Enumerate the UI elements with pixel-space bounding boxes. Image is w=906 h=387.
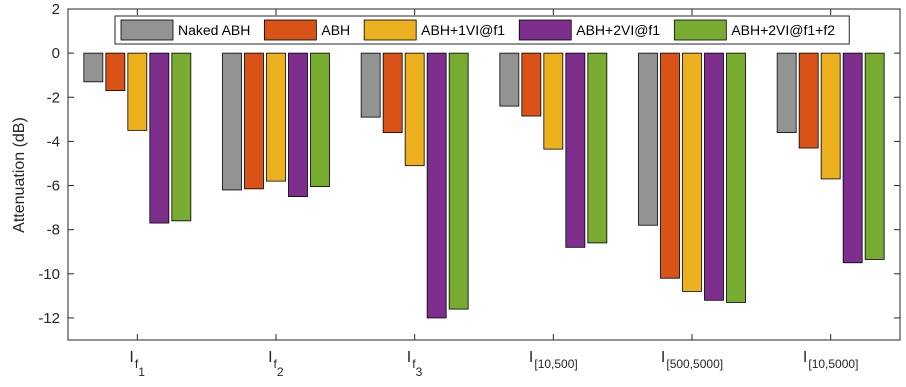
x-tick-label-1: If1 xyxy=(129,349,145,379)
legend: Naked ABH ABH ABH+1VI@f1 ABH+2VI@f1 ABH+2VI@… xyxy=(114,15,850,45)
legend-swatch-3 xyxy=(363,19,417,41)
bar-4-4 xyxy=(565,52,586,248)
y-tick-label-4: -6 xyxy=(47,178,60,195)
bar-4-6 xyxy=(842,52,863,264)
bar-1-3 xyxy=(360,52,381,118)
bar-5-2 xyxy=(310,52,330,188)
legend-swatch-1 xyxy=(120,19,174,41)
legend-label-1: Naked ABH xyxy=(178,22,250,38)
bar-3-6 xyxy=(820,52,841,180)
bar-1-1 xyxy=(83,52,104,83)
bars-layer xyxy=(83,52,885,319)
bar-4-5 xyxy=(704,52,724,301)
svg-text:If3: If3 xyxy=(407,349,423,379)
x-tick-label-main: I xyxy=(803,349,807,366)
y-tick-label-3: -4 xyxy=(47,133,60,150)
legend-swatch-2 xyxy=(263,19,317,41)
svg-text:If2: If2 xyxy=(268,349,284,379)
bar-5-3 xyxy=(448,52,469,310)
bar-5-5 xyxy=(726,52,746,303)
legend-label-4: ABH+2VI@f1 xyxy=(576,22,660,38)
x-tick-label-sub: f xyxy=(412,357,416,371)
x-tick-label-2: If2 xyxy=(268,349,284,379)
x-tick-label-sub: [10,500] xyxy=(534,357,577,371)
x-tick-label-main: I xyxy=(268,349,272,366)
bar-5-1 xyxy=(171,52,192,222)
x-tick-label-6: I[10,5000] xyxy=(803,349,859,371)
plot-frame xyxy=(67,8,901,341)
bar-3-5 xyxy=(682,52,702,292)
legend-swatch-5 xyxy=(673,19,727,41)
y-tick-label-6: -10 xyxy=(38,266,60,283)
bar-5-4 xyxy=(587,52,608,244)
x-tick-label-sub: f xyxy=(274,357,278,371)
bar-3-1 xyxy=(127,52,148,131)
svg-text:I[500,5000]: I[500,5000] xyxy=(661,349,723,371)
legend-box xyxy=(114,15,850,45)
x-tick-label-main: I xyxy=(407,349,411,366)
x-tick-label-sub: f xyxy=(135,357,139,371)
bar-4-2 xyxy=(288,52,308,197)
legend-label-3: ABH+1VI@f1 xyxy=(421,22,505,38)
legend-label-5: ABH+2VI@f1+f2 xyxy=(731,22,835,38)
bar-3-2 xyxy=(266,52,286,182)
bar-4-3 xyxy=(426,52,447,319)
bar-2-3 xyxy=(382,52,403,133)
y-tick-label-1: 0 xyxy=(52,45,60,62)
x-tick-label-4: I[10,500] xyxy=(529,349,578,371)
y-axis-label: Attenuation (dB) xyxy=(11,117,28,233)
bar-4-1 xyxy=(149,52,170,224)
y-tick-label-2: -2 xyxy=(47,89,60,106)
x-tick-label-main: I xyxy=(661,349,665,366)
svg-text:I[10,500]: I[10,500] xyxy=(529,349,578,371)
x-tick-label-sub: [10,5000] xyxy=(808,357,858,371)
legend-label-2: ABH xyxy=(321,22,350,38)
x-tick-label-main: I xyxy=(529,349,533,366)
bar-1-4 xyxy=(499,52,520,107)
y-tick-label-7: -12 xyxy=(38,310,60,327)
x-tick-label-subsub: 1 xyxy=(138,365,145,379)
x-tick-label-5: I[500,5000] xyxy=(661,349,723,371)
bar-3-3 xyxy=(404,52,425,167)
legend-swatch-4 xyxy=(518,19,572,41)
x-tick-label-subsub: 2 xyxy=(277,365,284,379)
bar-1-2 xyxy=(222,52,242,191)
bar-1-6 xyxy=(776,52,797,133)
svg-text:If1: If1 xyxy=(129,349,145,379)
bar-5-6 xyxy=(864,52,885,260)
x-tick-label-main: I xyxy=(129,349,133,366)
y-tick-label-5: -8 xyxy=(47,222,60,239)
bar-1-5 xyxy=(638,52,658,226)
bar-3-4 xyxy=(543,52,564,150)
x-tick-label-subsub: 3 xyxy=(416,365,423,379)
bar-2-6 xyxy=(798,52,819,149)
bar-2-5 xyxy=(660,52,680,279)
bar-2-2 xyxy=(244,52,264,190)
y-tick-label-0: 2 xyxy=(52,1,60,18)
x-tick-label-sub: [500,5000] xyxy=(666,357,723,371)
bar-2-1 xyxy=(105,52,126,92)
svg-text:I[10,5000]: I[10,5000] xyxy=(803,349,859,371)
bar-2-4 xyxy=(521,52,542,117)
x-tick-label-3: If3 xyxy=(407,349,423,379)
